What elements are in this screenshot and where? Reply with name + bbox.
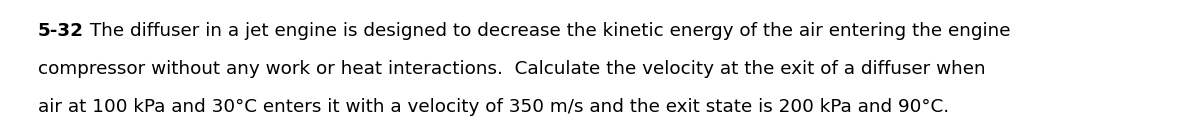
Text: 5-32: 5-32 xyxy=(38,22,84,40)
Text: The diffuser in a jet engine is designed to decrease the kinetic energy of the a: The diffuser in a jet engine is designed… xyxy=(84,22,1010,40)
Text: air at 100 kPa and 30°C enters it with a velocity of 350 m/s and the exit state : air at 100 kPa and 30°C enters it with a… xyxy=(38,98,949,116)
Text: compressor without any work or heat interactions.  Calculate the velocity at the: compressor without any work or heat inte… xyxy=(38,60,985,78)
